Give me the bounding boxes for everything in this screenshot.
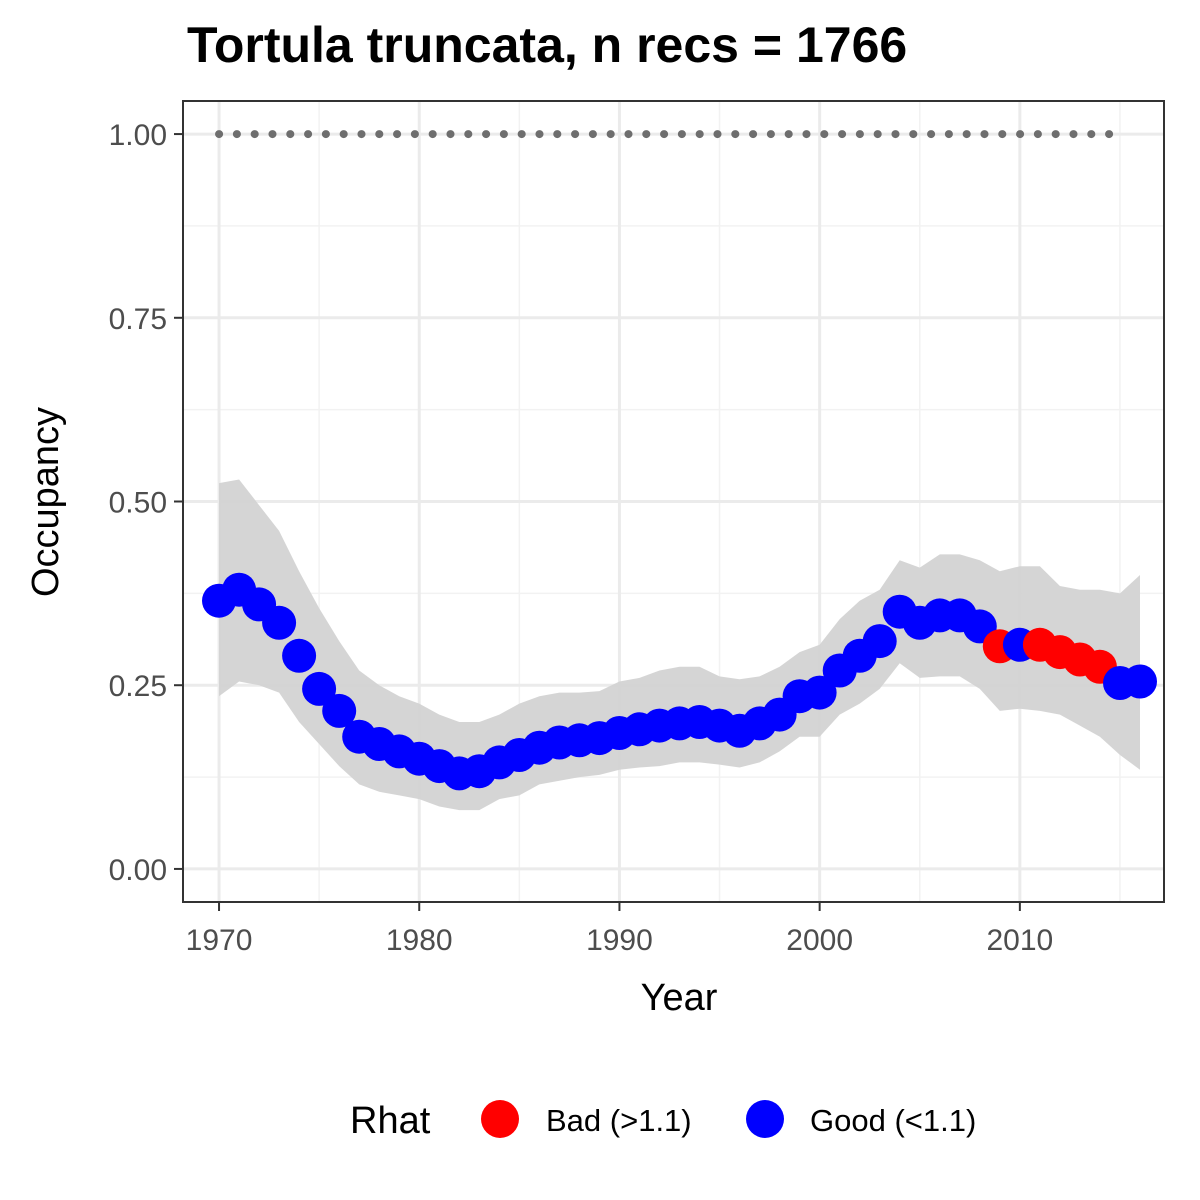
chart-title: Tortula truncata, n recs = 1766 (187, 17, 907, 73)
x-tick-label: 1980 (386, 924, 453, 957)
y-tick-label: 0.25 (109, 670, 167, 703)
x-tick-label: 1970 (186, 924, 253, 957)
x-tick-label: 2010 (986, 924, 1053, 957)
data-point-1974 (282, 638, 317, 673)
y-tick-label: 1.00 (109, 119, 167, 152)
legend-title: Rhat (350, 1100, 431, 1142)
data-point-1976 (322, 693, 357, 728)
legend-label-bad: Bad (>1.1) (546, 1103, 692, 1138)
legend-swatch-bad (481, 1100, 519, 1138)
x-tick-label: 1990 (586, 924, 653, 957)
ribbon-layer (219, 479, 1140, 811)
data-point-2000 (802, 675, 837, 710)
points-layer (202, 572, 1157, 791)
data-point-1975 (302, 671, 337, 706)
y-tick-label: 0.00 (109, 854, 167, 887)
legend-swatch-good (746, 1100, 784, 1138)
x-axis-title: Year (641, 977, 718, 1019)
y-tick-label: 0.50 (109, 487, 167, 520)
y-tick-label: 0.75 (109, 303, 167, 336)
x-tick-label: 2000 (786, 924, 853, 957)
data-point-1973 (262, 605, 297, 640)
data-point-2003 (862, 624, 897, 659)
grid (183, 101, 1164, 902)
credible-interval-ribbon (219, 479, 1140, 811)
legend-label-good: Good (<1.1) (810, 1103, 976, 1138)
axes: 0.00 0.25 0.50 0.75 1.00 1970 1980 1990 2000 2010 (109, 119, 1054, 957)
legend: Rhat Bad (>1.1) Good (<1.1) (350, 1100, 976, 1142)
data-point-2016 (1123, 664, 1157, 699)
y-axis-title: Occupancy (25, 407, 67, 597)
